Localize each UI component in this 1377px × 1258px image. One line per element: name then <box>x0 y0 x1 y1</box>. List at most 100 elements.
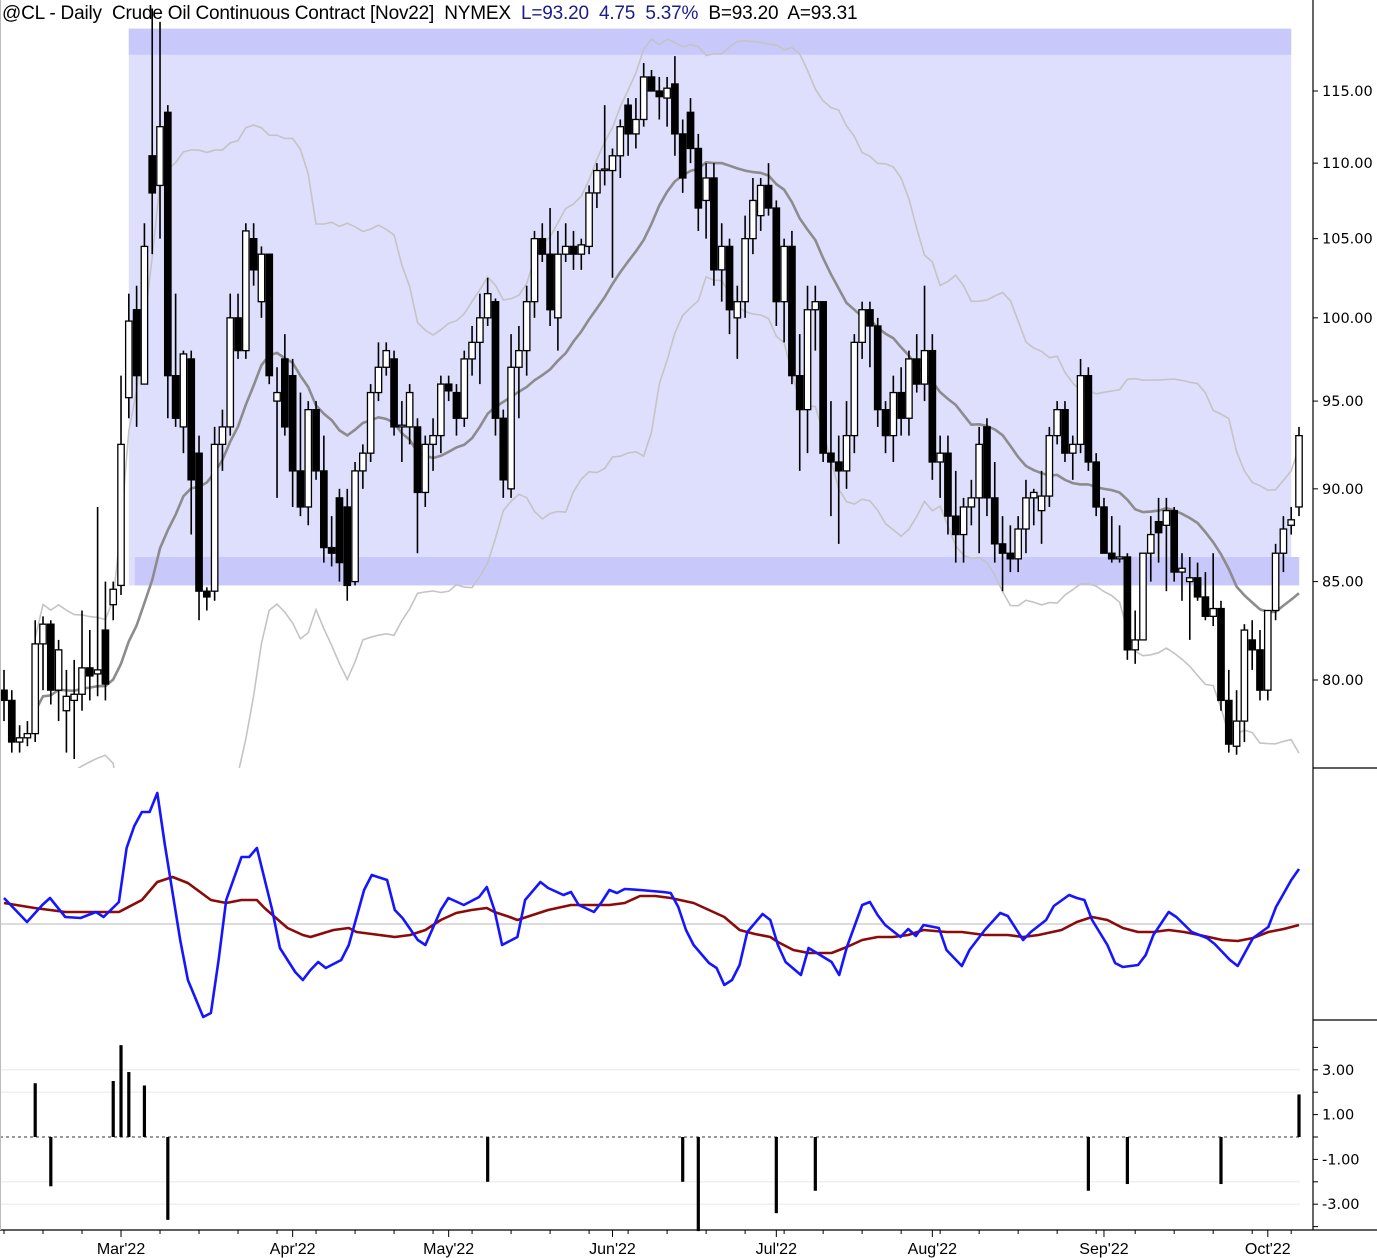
candle-body-down <box>132 309 141 377</box>
candle <box>795 334 804 471</box>
candle <box>421 435 430 507</box>
candle <box>608 148 617 278</box>
candle-body-up <box>577 244 586 255</box>
candle-body-up <box>62 695 71 712</box>
candle <box>1240 624 1249 743</box>
date-tick-label: Jun'22 <box>589 1241 636 1258</box>
histogram-tick-label: -1.00 <box>1322 1152 1360 1168</box>
candle <box>1139 552 1147 641</box>
candle-body-up <box>959 506 968 536</box>
candle <box>959 497 968 563</box>
candle <box>476 293 484 385</box>
candle <box>468 325 476 376</box>
candle-body-up <box>23 732 32 739</box>
candle <box>148 8 157 255</box>
candle <box>756 177 765 231</box>
candle <box>1068 435 1077 480</box>
price-tick-label: 85.00 <box>1322 575 1364 591</box>
candle-body-down <box>171 375 180 419</box>
candle <box>1029 488 1038 526</box>
candle <box>655 76 664 120</box>
candle-body-up <box>608 155 617 172</box>
candle <box>951 470 960 563</box>
candle <box>694 133 703 231</box>
candle-body-down <box>788 245 796 377</box>
candle <box>124 293 133 419</box>
candle-body-up <box>1162 509 1171 526</box>
candle-body-up <box>1076 375 1085 446</box>
candle <box>1263 609 1272 701</box>
candle <box>226 293 235 436</box>
candle <box>132 285 141 427</box>
oscillator-panel <box>0 791 1313 1019</box>
last-price: L=93.20 <box>521 3 589 24</box>
histogram-bar <box>166 1137 170 1220</box>
candle <box>1162 497 1171 592</box>
candle-body-up <box>1037 495 1046 512</box>
candle-body-down <box>827 452 835 463</box>
candle-body-up <box>905 358 913 419</box>
candle <box>507 334 515 498</box>
candle <box>234 293 242 359</box>
candle-body-down <box>647 76 656 92</box>
candle-body-down <box>983 426 991 499</box>
candle <box>187 350 196 535</box>
percent-change: 5.37% <box>645 3 699 24</box>
candle <box>975 426 984 554</box>
candle <box>179 350 188 454</box>
candle <box>54 639 63 722</box>
candle-body-up <box>507 366 515 490</box>
candle-body-up <box>1115 556 1124 560</box>
candle-body-down <box>764 184 773 209</box>
candle <box>686 98 695 164</box>
candle-body-up <box>842 434 851 472</box>
candle <box>936 435 944 498</box>
date-tick-label: Jul'22 <box>756 1241 797 1258</box>
candle-body-down <box>1084 375 1093 463</box>
candle <box>1146 516 1155 582</box>
candle-body-up <box>1287 519 1296 526</box>
price-tick-label: 100.00 <box>1322 311 1373 327</box>
exchange-label: NYMEX <box>444 3 511 24</box>
candle-body-down <box>163 111 172 377</box>
chart-frame <box>0 0 1377 1231</box>
candle <box>749 177 757 255</box>
candle-body-down <box>881 408 890 437</box>
candle <box>639 63 648 127</box>
candle-body-down <box>546 253 554 311</box>
candle-body-up <box>15 737 24 743</box>
candle-body-up <box>889 391 898 437</box>
candle-body-up <box>749 199 757 240</box>
candle-body-up <box>93 669 102 675</box>
candle <box>491 298 500 436</box>
candle-body-down <box>491 301 500 419</box>
histogram-tick-label: 1.00 <box>1322 1108 1354 1124</box>
candle <box>546 208 554 326</box>
candle <box>585 185 593 255</box>
candle <box>1193 562 1202 601</box>
candle <box>1100 497 1108 554</box>
candle <box>1154 497 1163 563</box>
net-change: 4.75 <box>598 3 636 24</box>
candle-body-down <box>101 629 110 685</box>
candle <box>881 401 890 454</box>
candle-body-down <box>1100 506 1108 554</box>
candle-body-up <box>241 230 250 352</box>
candle-body-up <box>1022 497 1030 530</box>
candle-body-up <box>1271 552 1280 612</box>
candle <box>140 223 149 385</box>
price-tick-label: 80.00 <box>1322 673 1364 689</box>
symbol-label: @CL - Daily <box>2 3 102 24</box>
price-tick-label: 90.00 <box>1322 482 1364 498</box>
candle <box>725 238 734 335</box>
candle <box>374 342 383 402</box>
resistance-zone <box>128 28 1292 55</box>
candle <box>452 384 461 436</box>
candle <box>343 488 352 601</box>
histogram-bar <box>142 1085 147 1137</box>
histogram-bar <box>1086 1137 1090 1191</box>
candle-body-up <box>382 349 391 368</box>
candle-body-up <box>1029 491 1038 499</box>
candle-body-down <box>678 133 687 179</box>
candle <box>257 246 266 318</box>
